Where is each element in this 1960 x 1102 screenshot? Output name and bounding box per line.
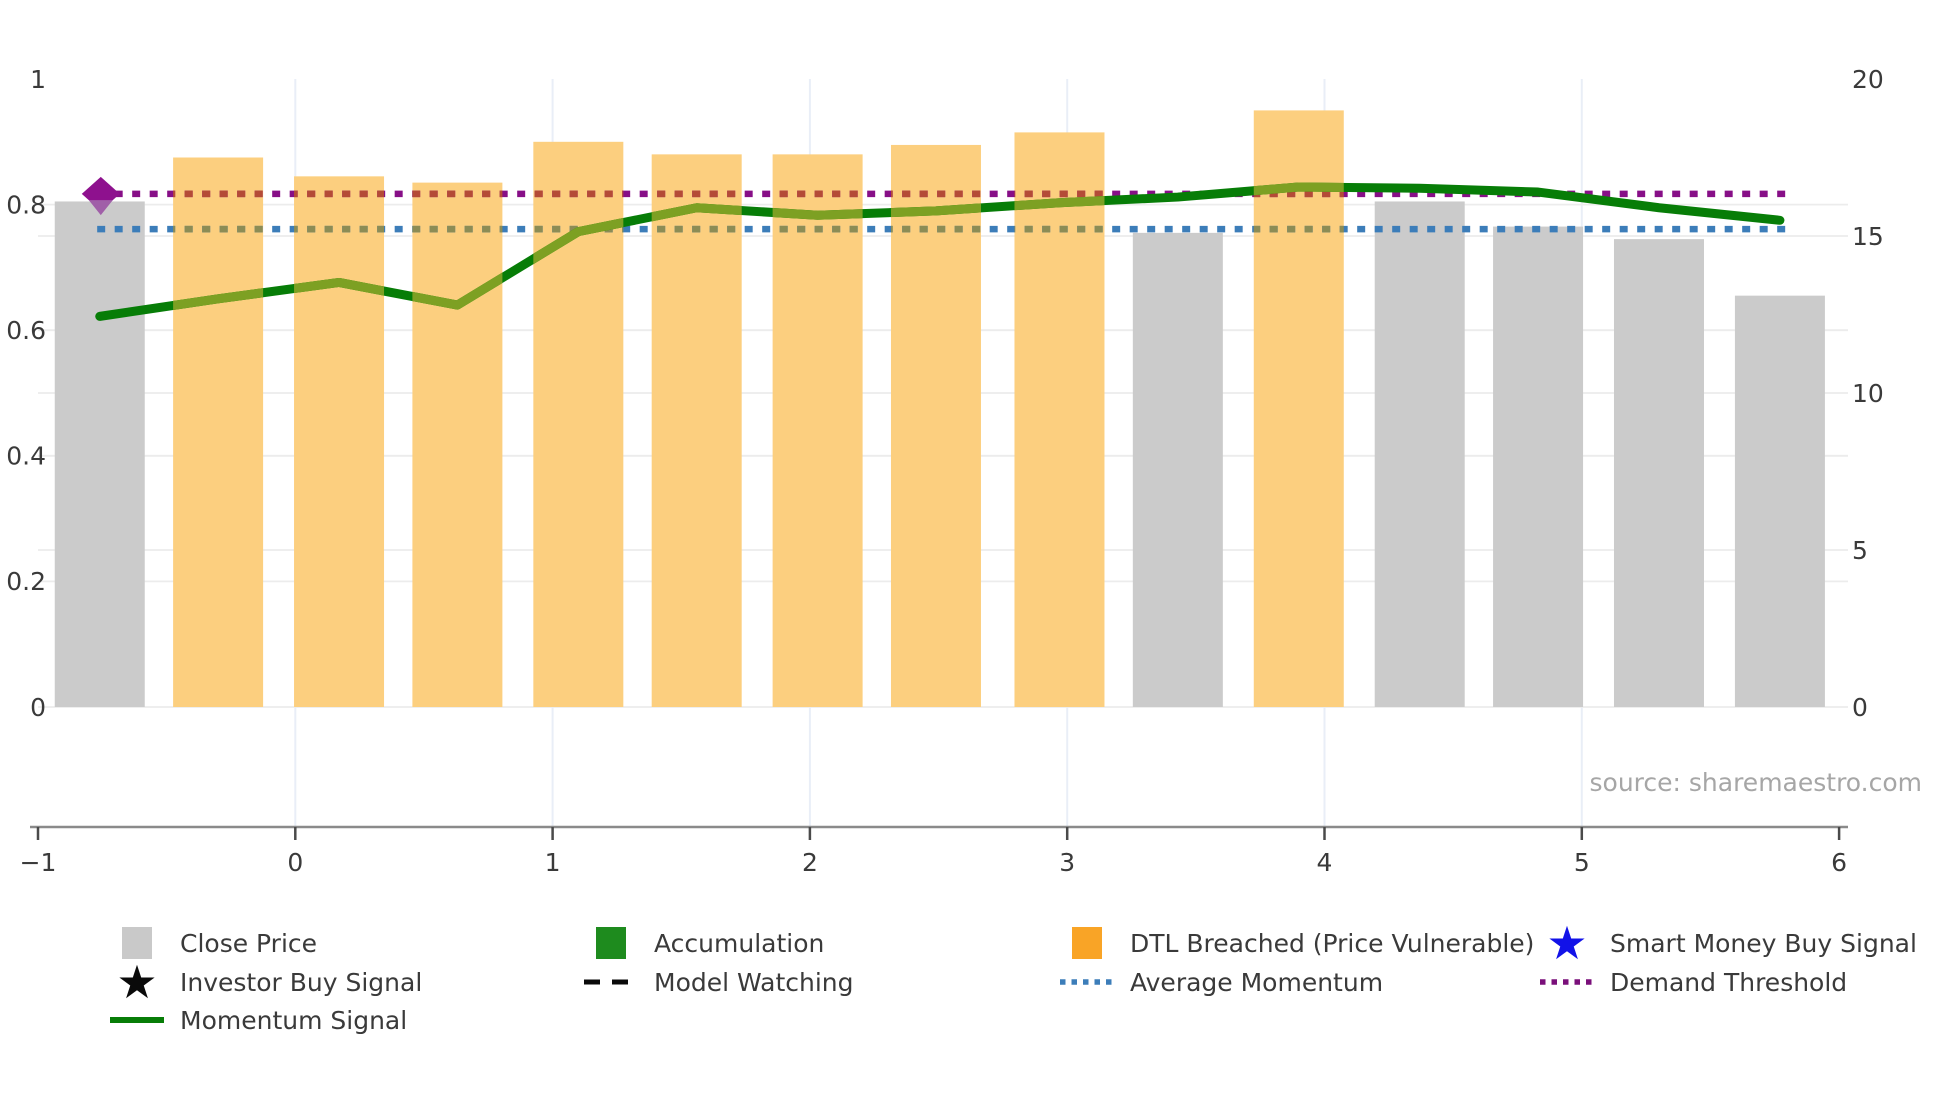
x-axis-tick-label: 0 — [287, 848, 303, 877]
legend-label: Smart Money Buy Signal — [1610, 928, 1917, 958]
square-swatch-icon — [108, 927, 166, 959]
legend-label: Investor Buy Signal — [180, 967, 423, 997]
legend-label: Accumulation — [654, 928, 825, 958]
y-axis-left-tick-label: 0.4 — [6, 442, 46, 471]
star-swatch-icon: ★ — [1546, 916, 1588, 970]
legend-item-dtl-breached-price-vulnerable: DTL Breached (Price Vulnerable) — [1058, 923, 1534, 963]
x-axis-tick-label: 2 — [802, 848, 818, 877]
dtl-breached-bar — [412, 182, 503, 707]
y-axis-right-tick-label: 15 — [1852, 222, 1884, 251]
y-axis-right-tick-label: 0 — [1852, 693, 1868, 722]
dtl-breached-bar — [294, 176, 385, 708]
legend-label: Momentum Signal — [180, 1005, 408, 1035]
x-axis-tick-label: 3 — [1059, 848, 1075, 877]
y-axis-right-tick-label: 5 — [1852, 536, 1868, 565]
legend-label: DTL Breached (Price Vulnerable) — [1130, 928, 1535, 958]
y-axis-left-tick-label: 0 — [30, 693, 46, 722]
legend-item-investor-buy-signal: ★ Investor Buy Signal — [108, 955, 423, 1009]
dtl-breached-bar — [890, 144, 981, 707]
legend-label: Average Momentum — [1130, 967, 1384, 997]
chart-legend: Close Price Accumulation DTL Breached (Pri… — [0, 905, 1960, 1095]
legend-item-smart-money-buy-signal: ★ Smart Money Buy Signal — [1538, 916, 1917, 970]
close-price-bar — [1734, 295, 1825, 707]
y-axis-left-tick-label: 1 — [30, 65, 46, 94]
legend-item-average-momentum: Average Momentum — [1058, 962, 1383, 1002]
close-price-bar — [1374, 201, 1465, 707]
close-price-bar — [1132, 232, 1223, 708]
purple-triangle-down-marker — [88, 200, 113, 216]
line-swatch-icon — [108, 1015, 166, 1025]
x-axis-tick-label: 6 — [1831, 848, 1847, 877]
y-axis-left-tick-label: 0.8 — [6, 190, 46, 219]
x-axis-tick-label: −1 — [20, 848, 57, 877]
square-swatch-icon — [1058, 927, 1116, 959]
square-swatch-icon — [582, 927, 640, 959]
dtl-breached-bar — [173, 157, 264, 707]
legend-item-model-watching: Model Watching — [582, 962, 854, 1002]
momentum-signal-line-overlay — [173, 182, 1344, 321]
y-axis-right-tick-label: 20 — [1852, 65, 1884, 94]
legend-item-accumulation: Accumulation — [582, 923, 824, 963]
legend-item-close-price: Close Price — [108, 923, 317, 963]
legend-label: Demand Threshold — [1610, 967, 1848, 997]
dtl-breached-bar — [772, 154, 863, 708]
legend-label: Model Watching — [654, 967, 854, 997]
dtl-breached-bar — [1014, 132, 1105, 707]
dtl-breached-bar — [1253, 110, 1344, 707]
legend-item-demand-threshold: Demand Threshold — [1538, 962, 1847, 1002]
dotted-swatch-icon — [1538, 977, 1596, 987]
y-axis-left-tick-label: 0.6 — [6, 316, 46, 345]
x-axis-tick-label: 4 — [1317, 848, 1333, 877]
x-axis-tick-label: 5 — [1574, 848, 1590, 877]
star-swatch-icon: ★ — [116, 955, 158, 1009]
legend-label: Close Price — [180, 928, 318, 958]
dashed-swatch-icon — [582, 977, 640, 987]
y-axis-left-tick-label: 0.2 — [6, 567, 46, 596]
close-price-bar — [54, 201, 145, 707]
y-axis-right-tick-label: 10 — [1852, 379, 1884, 408]
x-axis-tick-label: 1 — [545, 848, 561, 877]
dotted-swatch-icon — [1058, 977, 1116, 987]
close-price-bar — [1613, 239, 1704, 707]
dtl-breached-bar — [651, 154, 742, 708]
legend-item-momentum-signal: Momentum Signal — [108, 1000, 407, 1040]
close-price-bar — [1493, 226, 1584, 707]
source-attribution: source: sharemaestro.com — [1589, 768, 1923, 797]
